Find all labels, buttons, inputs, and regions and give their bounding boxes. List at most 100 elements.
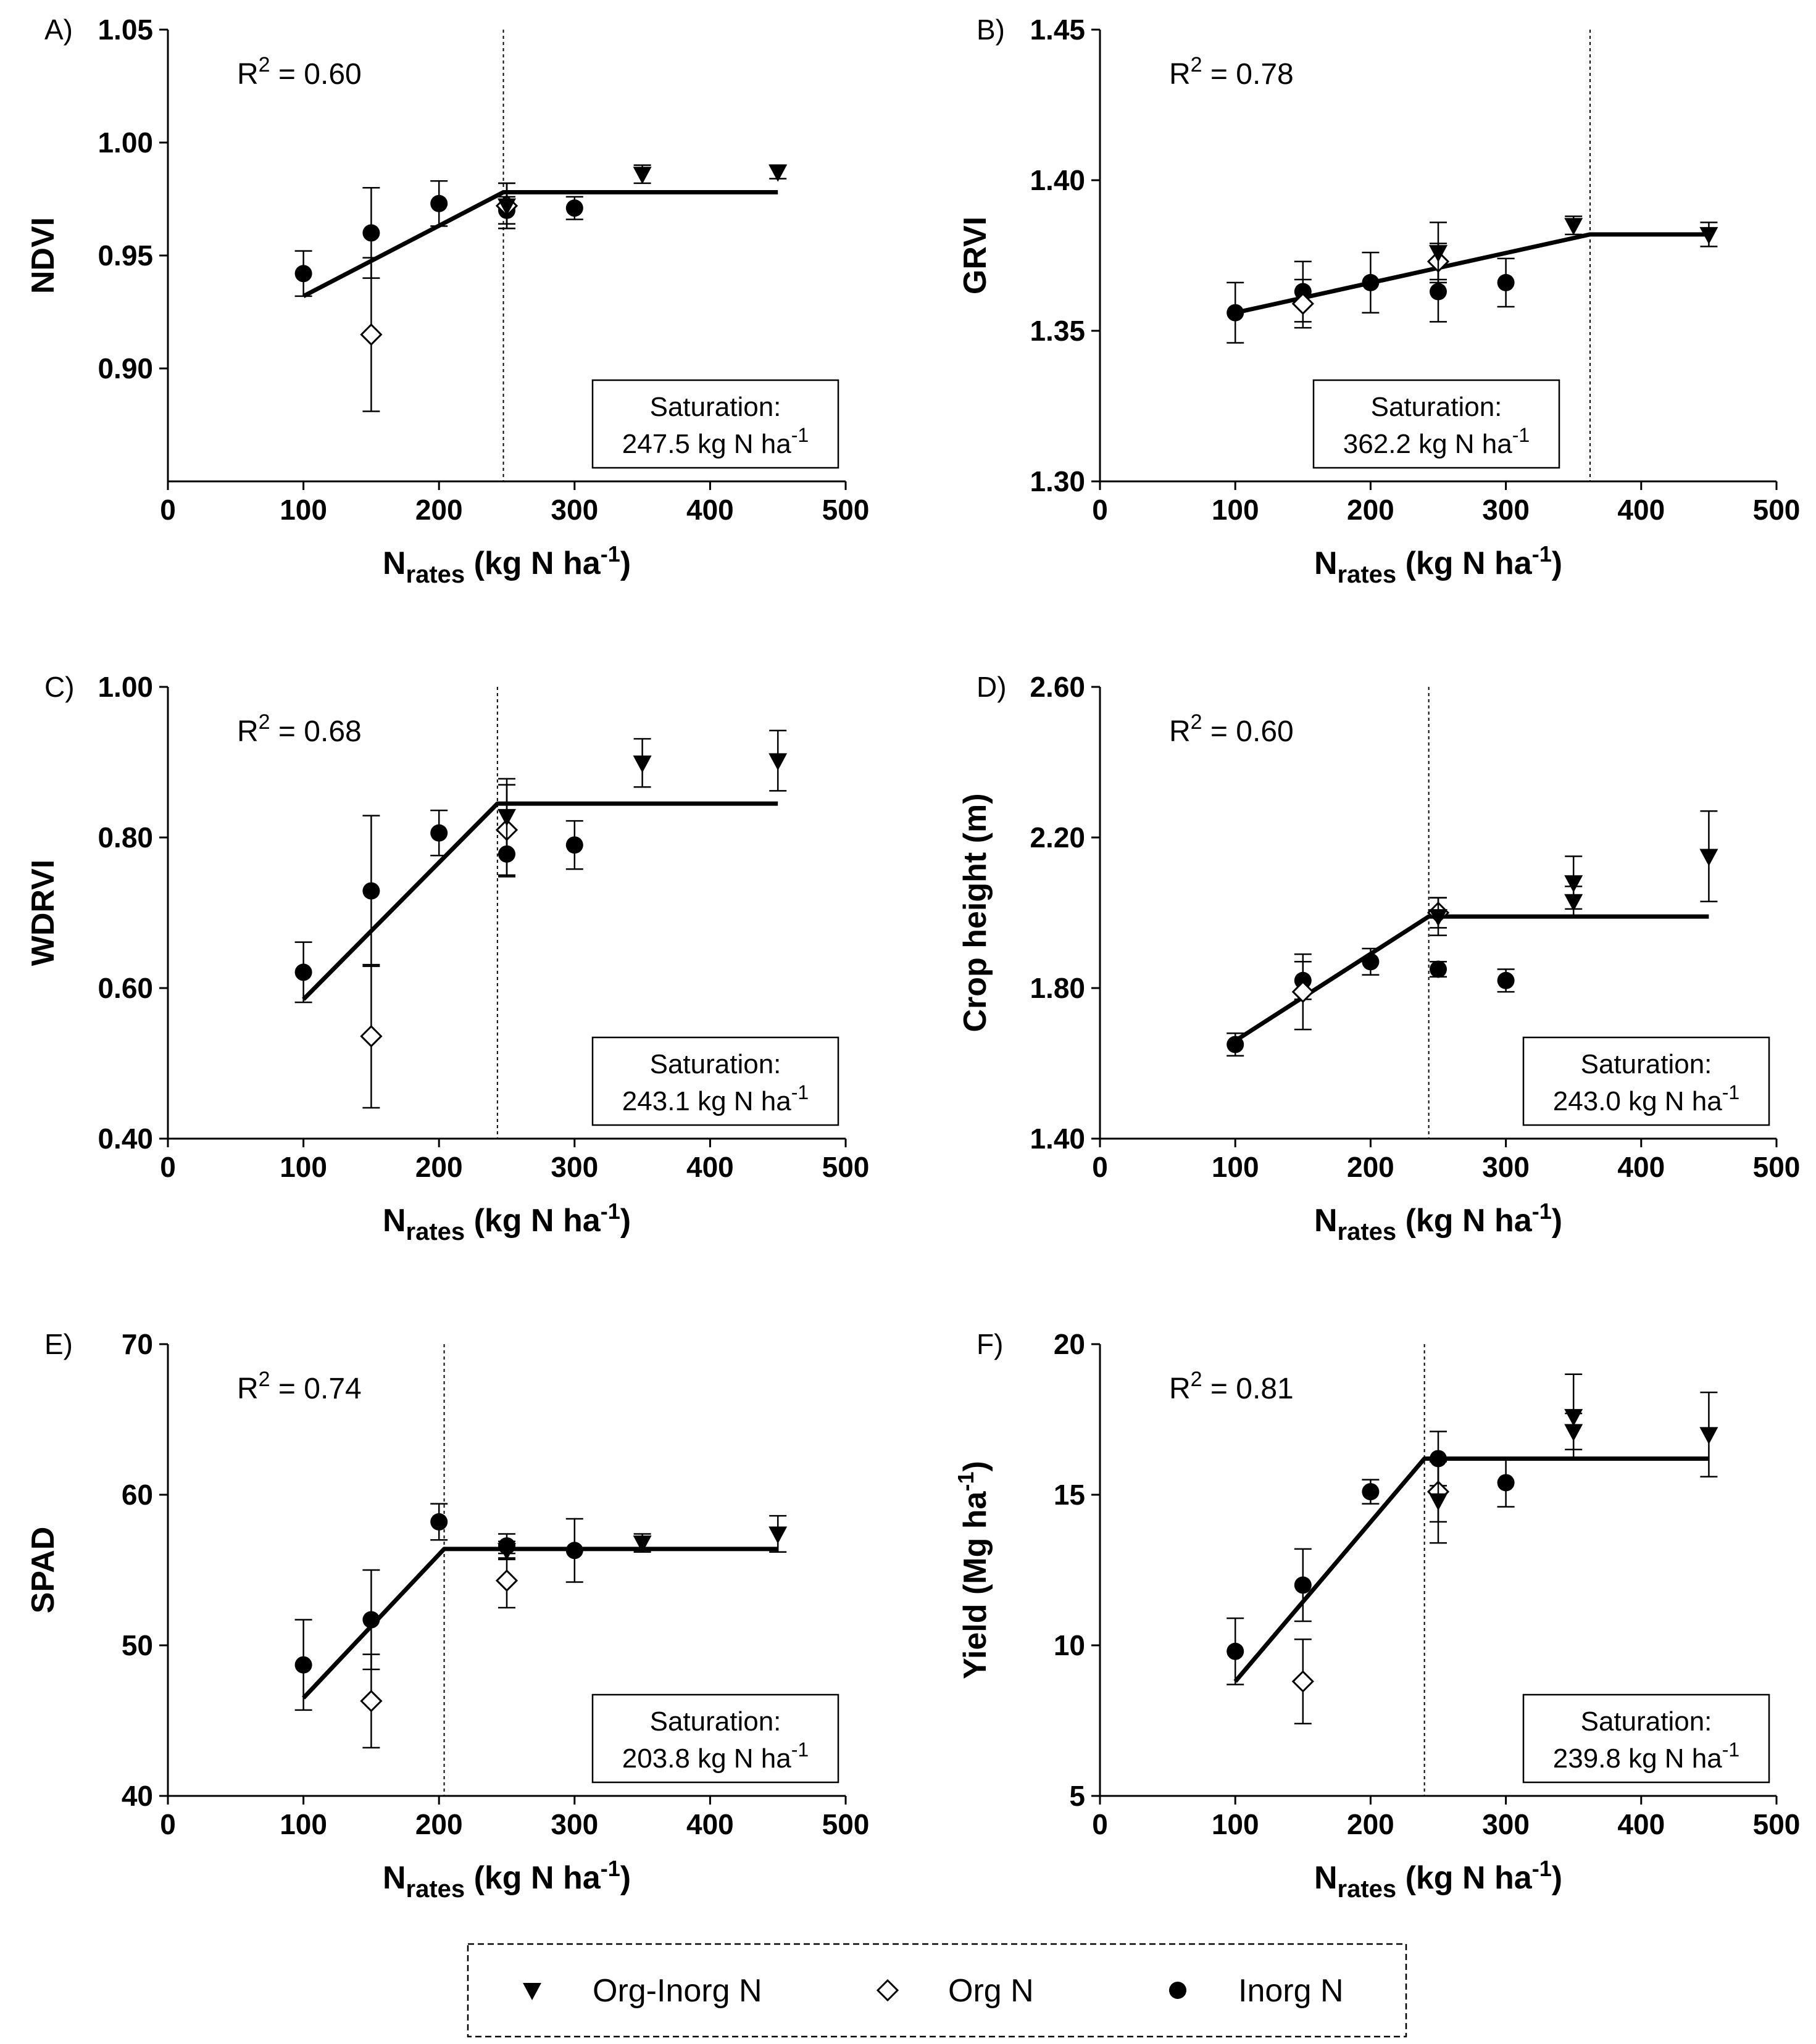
x-tick-label: 300 <box>551 1151 598 1183</box>
x-axis-title-sub: rates <box>1338 1876 1397 1903</box>
data-point-org <box>360 1690 383 1713</box>
data-point-inorg <box>1227 304 1244 322</box>
saturation-box <box>1522 1036 1770 1126</box>
saturation-title: Saturation: <box>650 1706 781 1737</box>
x-axis-title-sub: rates <box>406 1218 465 1245</box>
fit-line <box>1233 1456 1709 1683</box>
y-tick-label: 60 <box>122 1479 153 1511</box>
x-tick-label: 200 <box>415 1808 463 1840</box>
panel-letter: C) <box>44 671 75 703</box>
panel-letter: A) <box>44 14 73 46</box>
x-axis-title-close: ) <box>1552 546 1562 581</box>
series-inorg <box>1227 1431 1515 1685</box>
y-tick-label: 1.05 <box>98 14 153 46</box>
saturation-title: Saturation: <box>1371 392 1502 422</box>
x-axis-title-main: N <box>383 1860 406 1896</box>
legend: Org-Inorg N Org N Inorg N <box>467 1943 1407 2038</box>
y-axis-title-main: Crop height (m) <box>957 793 993 1032</box>
x-axis-title-main: N <box>383 1203 406 1239</box>
y-tick-label: 5 <box>1069 1780 1085 1812</box>
x-tick-label: 400 <box>686 1808 734 1840</box>
data-point-org_inorg <box>1699 849 1718 866</box>
fit-line <box>302 801 778 1001</box>
r-squared-value: = 0.81 <box>1202 1373 1294 1405</box>
x-tick-label: 200 <box>415 1151 463 1183</box>
x-tick-label: 100 <box>1212 1808 1259 1840</box>
data-point-org_inorg <box>633 755 652 773</box>
r-squared-sup: 2 <box>1191 1368 1202 1391</box>
legend-label: Org-Inorg N <box>593 1973 762 2009</box>
data-point-org_inorg <box>1564 218 1583 236</box>
x-axis-title-main: N <box>1314 1860 1338 1896</box>
y-tick-label: 1.45 <box>1030 14 1085 46</box>
data-point-inorg <box>1430 283 1447 301</box>
r-squared-value: = 0.68 <box>270 715 362 748</box>
data-point-org_inorg <box>498 198 516 216</box>
x-axis-title-sup: -1 <box>1532 1199 1552 1224</box>
y-tick-label: 70 <box>122 1328 153 1360</box>
legend-item-inorg: Inorg N <box>1169 1973 1344 2009</box>
y-axis-title: Crop height (m) <box>957 793 993 1032</box>
data-point-org <box>1291 980 1314 1003</box>
data-point-inorg <box>430 824 448 842</box>
x-tick-label: 0 <box>1092 1151 1108 1183</box>
y-tick-label: 0.95 <box>98 239 153 272</box>
data-point-inorg <box>1227 1036 1244 1053</box>
saturation-box <box>1522 1693 1770 1784</box>
data-point-inorg <box>565 836 583 854</box>
x-tick-label: 400 <box>686 494 734 526</box>
x-axis-title: Nrates (kg N ha-1) <box>383 541 631 588</box>
x-axis-title-sup: -1 <box>1532 541 1552 567</box>
x-axis-title-main: N <box>1314 546 1338 581</box>
panel-c: 0 100 200 300 400 500 0.40 0.60 0.80 1.00 C) Nrates… <box>25 671 869 1245</box>
data-point-org_inorg <box>1699 1427 1718 1445</box>
x-tick-label: 400 <box>686 1151 734 1183</box>
data-point-org_inorg <box>1564 875 1583 893</box>
x-tick-label: 100 <box>280 1151 327 1183</box>
series-org_inorg <box>1429 215 1718 284</box>
x-tick-label: 100 <box>1212 494 1259 526</box>
y-tick-label: 1.00 <box>98 671 153 703</box>
data-point-inorg <box>1430 960 1447 978</box>
r-squared-label: R2 = 0.78 <box>1169 53 1294 91</box>
x-axis-title: Nrates (kg N ha-1) <box>1314 1199 1562 1245</box>
data-point-inorg <box>1497 971 1515 989</box>
data-point-org_inorg <box>1429 245 1447 263</box>
series-org_inorg <box>498 729 788 855</box>
x-tick-label: 0 <box>160 1808 176 1840</box>
x-axis-title-main: N <box>383 546 406 581</box>
y-tick-label: 0.80 <box>98 821 153 854</box>
x-tick-label: 100 <box>280 494 327 526</box>
r-squared-r: R <box>1169 58 1191 91</box>
data-point-org_inorg <box>768 1526 788 1544</box>
saturation-value-sup: -1 <box>791 424 809 446</box>
x-tick-label: 0 <box>160 1151 176 1183</box>
data-point-inorg <box>1294 1576 1312 1594</box>
saturation-value: 247.5 kg N ha-1 <box>622 424 809 459</box>
r-squared-value: = 0.74 <box>270 1373 362 1405</box>
data-point-inorg <box>294 1656 312 1674</box>
x-axis-title: Nrates (kg N ha-1) <box>383 1199 631 1245</box>
x-axis-title-sub: rates <box>406 1876 465 1903</box>
r-squared-sup: 2 <box>259 1368 270 1391</box>
legend-item-org_inorg: Org-Inorg N <box>523 1973 762 2009</box>
data-point-org_inorg <box>1564 1409 1583 1427</box>
y-axis-title-sup: -1 <box>953 1472 978 1492</box>
r-squared-sup: 2 <box>259 710 270 734</box>
panel-d: 0 100 200 300 400 500 1.40 1.80 2.20 2.60 D) Nrates… <box>957 671 1800 1245</box>
data-point-inorg <box>362 882 380 900</box>
saturation-value-sup: -1 <box>1512 424 1530 446</box>
saturation-value: 243.1 kg N ha-1 <box>622 1081 809 1116</box>
r-squared-value: = 0.60 <box>1202 715 1294 748</box>
series-org <box>360 1552 519 1749</box>
saturation-value-sup: -1 <box>791 1739 809 1761</box>
x-axis-title-sup: -1 <box>601 1856 620 1881</box>
data-point-org <box>1291 1670 1314 1693</box>
y-axis-title-main: SPAD <box>25 1527 61 1614</box>
r-squared-r: R <box>1169 715 1191 748</box>
x-tick-label: 0 <box>160 494 176 526</box>
x-tick-label: 100 <box>1212 1151 1259 1183</box>
data-point-org_inorg <box>1429 909 1447 927</box>
data-point-org_inorg <box>498 808 516 826</box>
data-point-org_inorg <box>1429 1493 1447 1511</box>
